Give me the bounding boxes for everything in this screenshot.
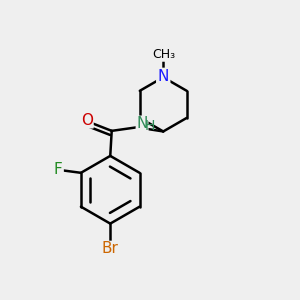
Text: H: H bbox=[145, 119, 155, 133]
Text: N: N bbox=[158, 69, 169, 84]
Text: Br: Br bbox=[102, 242, 119, 256]
Text: F: F bbox=[54, 162, 62, 177]
Text: N: N bbox=[136, 116, 148, 131]
Text: CH₃: CH₃ bbox=[152, 48, 176, 61]
Text: O: O bbox=[81, 113, 93, 128]
